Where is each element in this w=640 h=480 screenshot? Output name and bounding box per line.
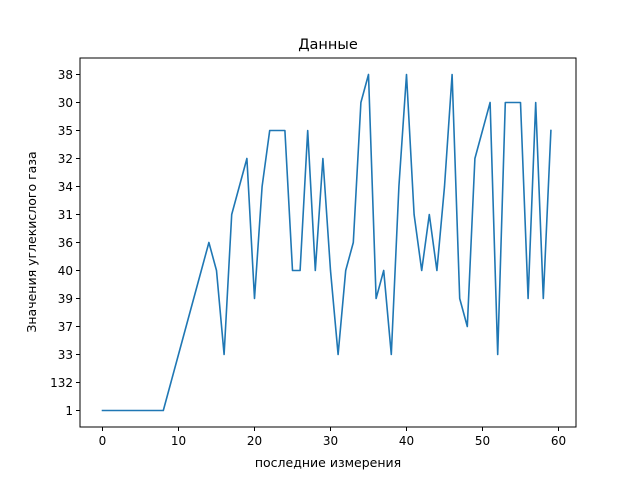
x-axis-label: последние измерения [255, 455, 401, 470]
y-axis: 1 132 33 37 39 40 36 31 34 32 35 30 38 [50, 68, 80, 418]
series-line [101, 73, 552, 412]
chart-title: Данные [298, 37, 358, 53]
y-tick-label: 33 [58, 348, 73, 362]
x-axis: 0 10 20 30 40 50 60 [99, 427, 566, 448]
y-tick-label: 34 [58, 180, 73, 194]
y-tick-label: 32 [58, 152, 73, 166]
y-tick-label: 36 [58, 236, 73, 250]
x-tick-label: 0 [99, 434, 107, 448]
x-tick-label: 20 [247, 434, 262, 448]
x-tick-label: 10 [171, 434, 186, 448]
x-tick-label: 40 [399, 434, 414, 448]
y-tick-label: 35 [58, 124, 73, 138]
y-tick-label: 40 [58, 264, 73, 278]
x-tick-label: 30 [323, 434, 338, 448]
x-tick-label: 50 [475, 434, 490, 448]
y-axis-label: Значения углекислого газа [24, 151, 39, 332]
y-tick-label: 38 [58, 68, 73, 82]
y-tick-label: 30 [58, 96, 73, 110]
y-tick-label: 37 [58, 320, 73, 334]
plot-content [101, 73, 552, 412]
y-tick-label: 1 [65, 404, 73, 418]
y-tick-label: 132 [50, 376, 73, 390]
y-tick-label: 39 [58, 292, 73, 306]
y-tick-label: 31 [58, 208, 73, 222]
x-tick-label: 60 [551, 434, 566, 448]
